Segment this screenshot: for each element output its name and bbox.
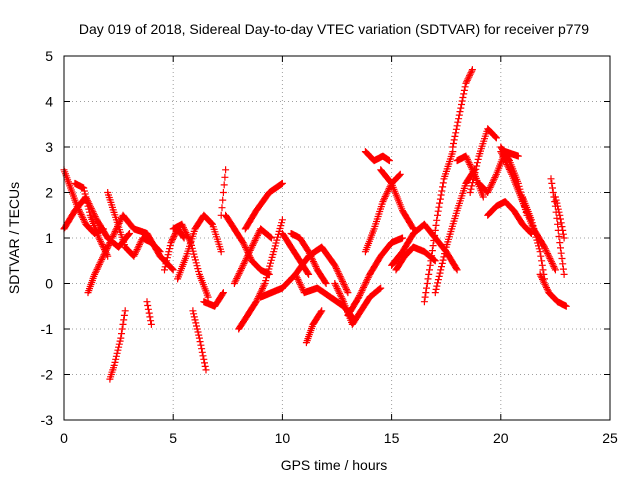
data-marks <box>189 307 210 374</box>
data-marks <box>377 166 417 233</box>
x-axis-label: GPS time / hours <box>281 457 388 473</box>
data-marks <box>235 216 286 333</box>
y-tick-label: 5 <box>45 48 53 64</box>
data-marks <box>217 166 230 219</box>
x-tick-label: 20 <box>493 430 509 446</box>
series-tr30 <box>388 220 461 274</box>
data-marks <box>388 220 461 274</box>
y-tick-label: -3 <box>41 412 54 428</box>
y-tick-label: 4 <box>45 94 53 110</box>
series-tr32 <box>420 148 457 306</box>
data-marks <box>200 289 227 310</box>
data-marks <box>519 193 548 283</box>
y-tick-label: 0 <box>45 276 53 292</box>
series-tr17 <box>235 216 286 333</box>
series-tr34 <box>431 166 479 297</box>
series-tr28 <box>361 148 393 165</box>
series-tr23 <box>302 307 326 347</box>
data-marks <box>257 284 286 301</box>
series-tr4 <box>84 239 114 297</box>
series-tr13 <box>200 289 227 310</box>
y-tick-label: 3 <box>45 139 53 155</box>
data-marks <box>278 243 352 297</box>
series-tr26 <box>344 234 406 319</box>
data-marks <box>106 307 129 383</box>
series-tr16 <box>230 225 275 287</box>
series-tr33 <box>449 66 476 151</box>
y-tick-label: 2 <box>45 185 53 201</box>
data-marks <box>361 148 393 165</box>
data-marks <box>449 66 476 151</box>
series-tr36 <box>466 125 500 196</box>
data-marks <box>230 225 275 287</box>
series-tr19 <box>257 284 286 301</box>
axis-ticks: 0 5 10 15 20 25 -3 -2 -1 0 1 2 3 4 5 <box>41 48 618 446</box>
chart-title: Day 019 of 2018, Sidereal Day-to-day VTE… <box>79 21 589 37</box>
x-tick-label: 25 <box>602 430 618 446</box>
data-marks <box>484 198 535 237</box>
series-tr42 <box>536 270 570 310</box>
data-marks <box>302 307 326 347</box>
data-points <box>60 66 570 383</box>
x-tick-label: 15 <box>384 430 400 446</box>
data-marks <box>331 280 385 328</box>
y-axis-label: SDTVAR / TECUs <box>6 182 22 294</box>
series-tr25 <box>331 280 385 328</box>
x-tick-label: 10 <box>275 430 291 446</box>
data-marks <box>143 298 155 328</box>
data-marks <box>431 166 479 297</box>
series-tr14 <box>217 166 230 219</box>
data-marks <box>466 125 500 196</box>
data-marks <box>71 179 112 260</box>
data-marks <box>84 239 114 297</box>
series-tr5 <box>106 307 129 383</box>
series-tr11 <box>174 211 225 283</box>
data-marks <box>536 270 570 310</box>
data-marks <box>420 148 457 306</box>
y-tick-label: -1 <box>41 321 54 337</box>
series-tr41 <box>519 193 548 283</box>
series-tr44 <box>551 193 568 242</box>
series-tr8 <box>143 298 155 328</box>
x-tick-label: 5 <box>169 430 177 446</box>
series-tr38 <box>484 198 535 237</box>
data-marks <box>241 179 286 233</box>
series-tr12 <box>189 307 210 374</box>
series-tr29 <box>377 166 417 233</box>
x-tick-label: 0 <box>60 430 68 446</box>
series-tr3 <box>71 179 112 260</box>
data-marks <box>551 193 568 242</box>
series-tr18 <box>241 179 286 233</box>
series-tr22 <box>278 243 352 297</box>
y-tick-label: 1 <box>45 230 53 246</box>
y-tick-label: -2 <box>41 367 54 383</box>
data-marks <box>174 211 225 283</box>
data-marks <box>344 234 406 319</box>
